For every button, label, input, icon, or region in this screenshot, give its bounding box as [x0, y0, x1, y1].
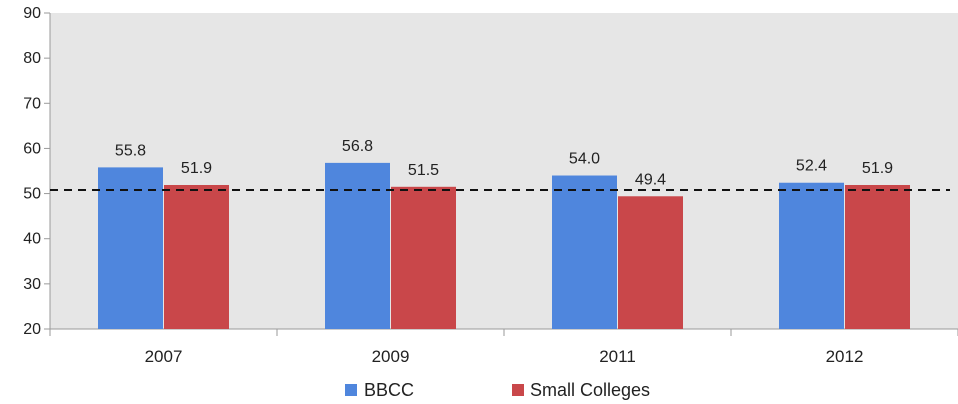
bar-series	[98, 162, 910, 329]
data-label: 56.8	[342, 138, 373, 155]
y-axis-ticks: 20 30 40 50 60 70 80 90	[23, 5, 50, 338]
data-label: 49.4	[635, 171, 666, 188]
y-tick-label: 60	[23, 140, 41, 157]
x-axis-labels: 2007 2009 2011 2012	[145, 347, 864, 366]
y-tick-label: 40	[23, 231, 41, 248]
legend-label-bbcc: BBCC	[364, 380, 414, 400]
legend-swatch-bbcc	[345, 384, 357, 396]
bar-small-colleges-2011	[618, 196, 683, 329]
x-category-label: 2007	[145, 347, 183, 366]
data-label: 55.8	[115, 142, 146, 159]
bar-small-colleges-2009	[391, 186, 456, 329]
y-tick-label: 90	[23, 5, 41, 22]
bar-small-colleges-2012	[845, 184, 910, 329]
bar-bbcc-2012	[779, 182, 844, 329]
legend-swatch-small-colleges	[512, 384, 524, 396]
x-category-label: 2011	[599, 347, 636, 366]
data-label: 54.0	[569, 151, 600, 168]
x-axis-category-ticks	[49, 329, 958, 336]
bar-bbcc-2009	[325, 162, 390, 329]
data-labels: 55.8 56.8 54.0 52.4 51.9 51.5 49.4 51.9	[115, 138, 893, 188]
y-tick-label: 70	[23, 95, 41, 112]
y-tick-label: 30	[23, 276, 41, 293]
data-label: 52.4	[796, 158, 827, 175]
bar-bbcc-2007	[98, 167, 163, 329]
data-label: 51.9	[181, 160, 212, 177]
legend-label-small-colleges: Small Colleges	[530, 380, 650, 400]
data-label: 51.5	[408, 162, 439, 179]
bar-bbcc-2011	[552, 175, 617, 329]
legend: BBCC Small Colleges	[345, 380, 650, 400]
bar-small-colleges-2007	[164, 184, 229, 329]
x-category-label: 2009	[372, 347, 410, 366]
y-tick-label: 50	[23, 186, 41, 203]
data-label: 51.9	[862, 160, 893, 177]
y-tick-label: 20	[23, 321, 41, 338]
y-tick-label: 80	[23, 50, 41, 67]
x-category-label: 2012	[826, 347, 864, 366]
